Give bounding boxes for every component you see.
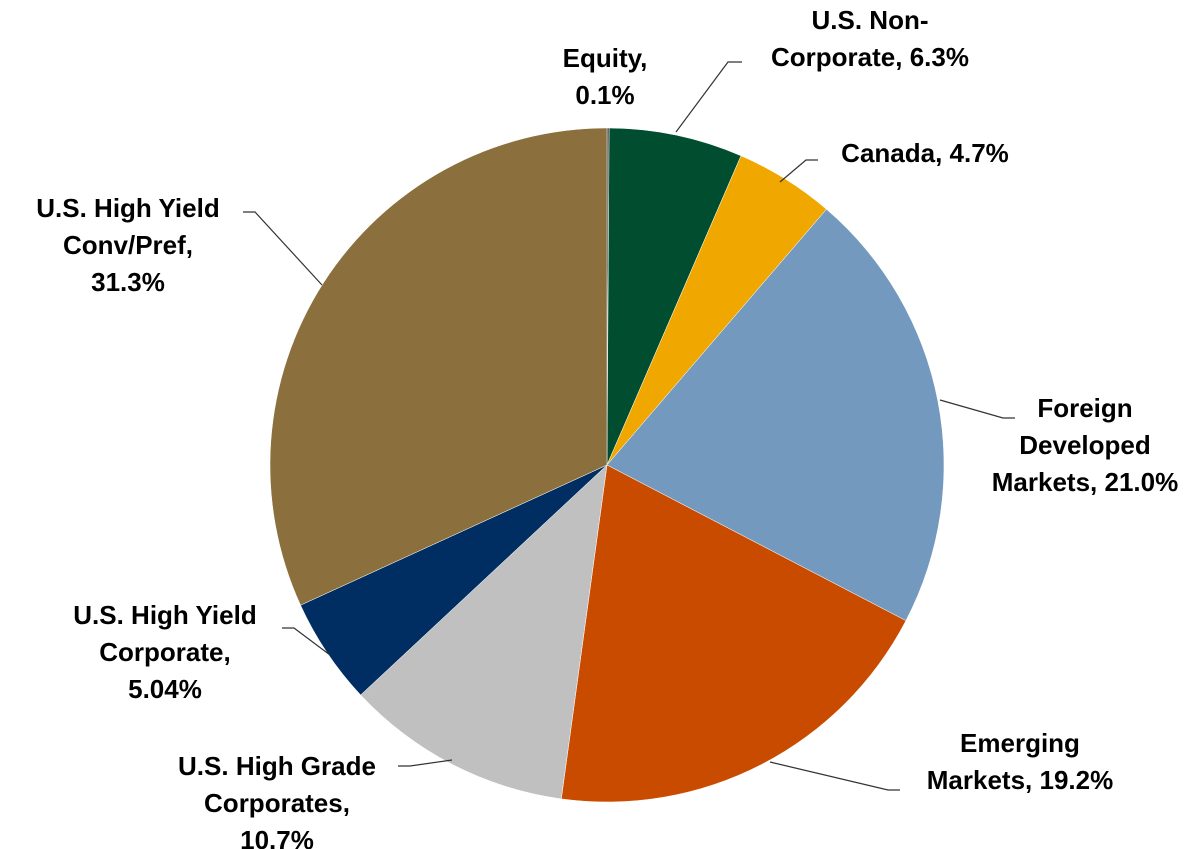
slice-label: Canada, 4.7% — [841, 138, 1009, 168]
slice-label: Markets, 21.0% — [992, 467, 1178, 497]
slice-label: U.S. Non- — [812, 5, 929, 35]
leader-line — [398, 759, 453, 767]
leader-line — [939, 399, 1015, 419]
slice-label: Conv/Pref, — [63, 230, 193, 260]
slice-label: Developed — [1019, 430, 1151, 460]
leader-line — [779, 159, 818, 183]
slice-label: Markets, 19.2% — [927, 765, 1113, 795]
slice-label: Emerging — [960, 728, 1080, 758]
slice-label: Corporate, — [99, 637, 230, 667]
slice-label: 10.7% — [240, 825, 314, 849]
pie-slice — [560, 464, 907, 803]
pie-slice — [606, 208, 945, 622]
slice-label: 0.1% — [575, 80, 634, 110]
pie — [269, 127, 945, 803]
leader-line — [675, 61, 742, 133]
pie-slice — [360, 464, 608, 800]
leader-lines — [243, 61, 1015, 791]
slice-label: U.S. High Yield — [36, 193, 219, 223]
slice-label: 31.3% — [91, 267, 165, 297]
leader-line — [282, 627, 331, 656]
pie-slice — [606, 127, 742, 466]
slice-label: Corporates, — [204, 788, 350, 818]
slice-label: U.S. High Grade — [178, 751, 376, 781]
slice-label: 5.04% — [128, 674, 202, 704]
slice-label: Equity, — [563, 43, 648, 73]
slice-label: U.S. High Yield — [73, 600, 256, 630]
slice-label: Corporate, 6.3% — [771, 42, 969, 72]
pie-slice — [269, 127, 608, 606]
slice-label: Foreign — [1037, 393, 1132, 423]
leader-line — [243, 211, 323, 286]
leader-line — [769, 761, 900, 791]
